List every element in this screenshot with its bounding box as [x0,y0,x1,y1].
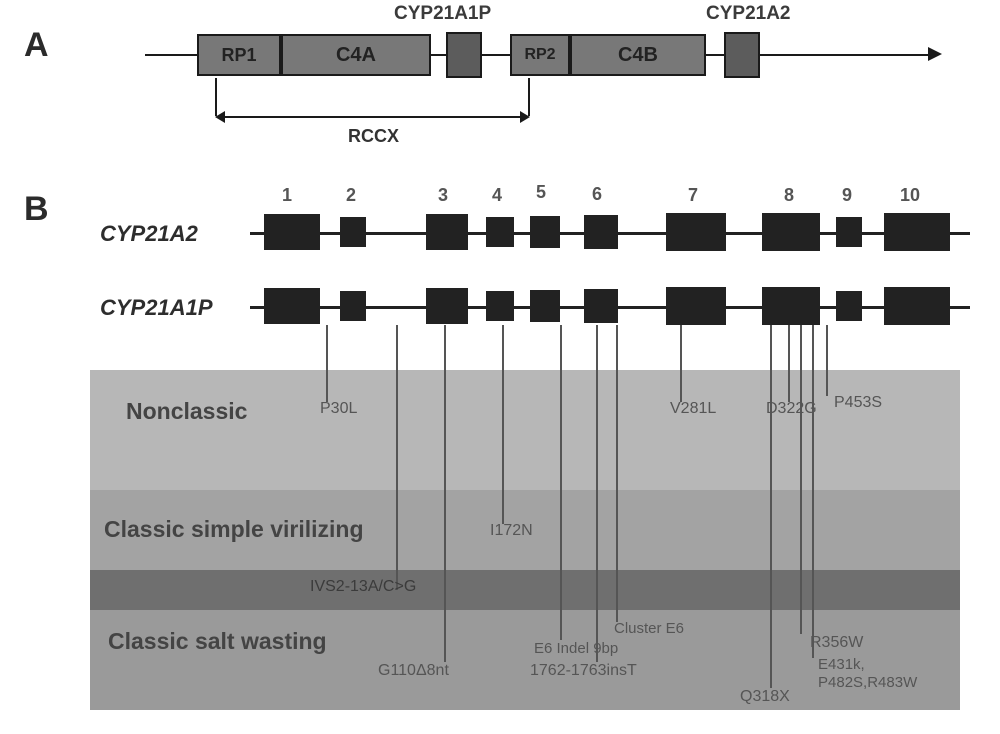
box-c4a: C4A [281,34,431,76]
mut-e6indel: E6 Indel 9bp [534,640,618,657]
label-cyp21a2-row: CYP21A2 [100,221,198,247]
exon-num-1: 1 [282,185,292,206]
line-e6indel [560,325,562,640]
mut-v281l: V281L [670,400,716,418]
line-d322g [788,325,790,402]
box-c4b: C4B [570,34,706,76]
exon-num-9: 9 [842,185,852,206]
label-sv: Classic simple virilizing [104,516,364,543]
line-p30l [326,325,328,402]
mut-r356w: R356W [810,634,863,652]
mut-p482: P482S,R483W [818,674,917,691]
label-sw: Classic salt wasting [108,628,327,655]
mut-ivs2: IVS2-13A/C>G [310,578,416,596]
line-p453s [826,325,828,396]
exon-num-5: 5 [536,182,546,203]
exon-a2-5 [530,216,560,248]
exon-a2-7 [666,213,726,251]
rccx-label: RCCX [348,126,399,147]
label-cyp21a2-top: CYP21A2 [706,3,791,25]
exon-a1p-6 [584,289,618,323]
box-cyp21a1p [446,32,482,78]
line-g110 [444,325,446,662]
exon-a1p-5 [530,290,560,322]
exon-num-3: 3 [438,185,448,206]
line-cluster [616,325,618,622]
label-cyp21a1p-top: CYP21A1P [394,3,491,25]
box-cyp21a2 [724,32,760,78]
exon-a1p-1 [264,288,320,324]
mut-q318x: Q318X [740,688,790,706]
exon-a2-9 [836,217,862,247]
line-1762ins [596,325,598,662]
exon-a1p-7 [666,287,726,325]
mut-e431k: E431k, [818,656,865,673]
exon-a2-8 [762,213,820,251]
exon-a2-1 [264,214,320,250]
mut-p30l: P30L [320,400,357,418]
box-rp2: RP2 [510,34,570,76]
exon-num-8: 8 [784,185,794,206]
box-rp1: RP1 [197,34,281,76]
panel-b-label: B [24,190,49,229]
label-cyp21a1p-row: CYP21A1P [100,295,213,321]
panelA-arrowhead [928,47,942,61]
label-nonclassic: Nonclassic [126,398,247,425]
line-i172n [502,325,504,524]
mut-d322g: D322G [766,400,817,418]
mut-1762ins: 1762-1763insT [530,662,637,680]
exon-a2-2 [340,217,366,247]
exon-num-7: 7 [688,185,698,206]
line-q318x [770,325,772,688]
mut-p453s: P453S [834,394,882,412]
exon-a1p-10 [884,287,950,325]
panel-a-label: A [24,26,49,65]
exon-num-6: 6 [592,184,602,205]
exon-num-4: 4 [492,185,502,206]
mut-cluster: Cluster E6 [614,620,684,637]
mut-i172n: I172N [490,522,533,540]
exon-a1p-4 [486,291,514,321]
exon-a1p-3 [426,288,468,324]
line-e431k [812,325,814,658]
rccx-arrow [217,116,528,118]
exon-a2-10 [884,213,950,251]
line-v281l [680,325,682,402]
exon-a1p-9 [836,291,862,321]
mut-g110: G110Δ8nt [378,662,449,680]
exon-a1p-2 [340,291,366,321]
band-nonclassic [90,370,960,490]
exon-num-10: 10 [900,185,920,206]
diagram-canvas: A B CYP21A1P CYP21A2 RP1 C4A RP2 C4B RCC… [0,0,1000,734]
exon-a2-3 [426,214,468,250]
band-ivs [90,570,960,610]
exon-a1p-8 [762,287,820,325]
line-r356w [800,325,802,634]
line-ivs2 [396,325,398,590]
exon-a2-6 [584,215,618,249]
exon-num-2: 2 [346,185,356,206]
exon-a2-4 [486,217,514,247]
